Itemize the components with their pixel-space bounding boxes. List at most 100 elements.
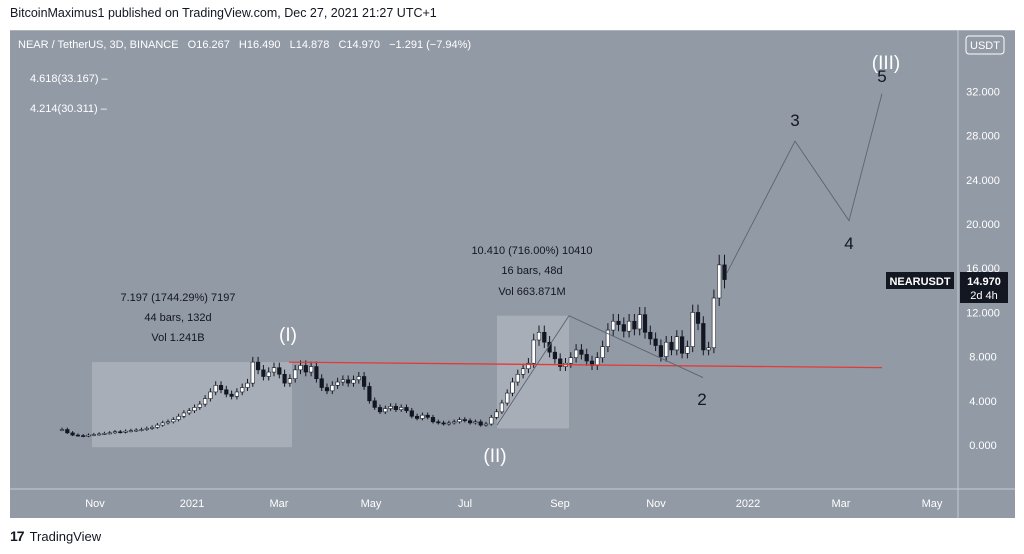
- time-axis[interactable]: Nov 2021 Mar May Jul Sep Nov 2022 Mar May: [85, 498, 943, 510]
- price-tag-symbol: NEARUSDT: [889, 276, 950, 288]
- price-chart[interactable]: NEAR / TetherUS, 3D, BINANCE O16.267 H16…: [10, 30, 1015, 518]
- candle: [97, 432, 102, 436]
- candle: [256, 356, 261, 375]
- candle: [653, 332, 658, 352]
- candle: [674, 330, 679, 356]
- x-tick-label: 2021: [180, 498, 204, 510]
- candle: [335, 377, 340, 389]
- candle: [589, 355, 595, 370]
- y-tick-label: 28.000: [966, 131, 1000, 143]
- candle: [91, 432, 96, 437]
- candle: [409, 407, 414, 419]
- high-label: H: [239, 39, 247, 51]
- candle: [510, 377, 515, 397]
- wave-two-path[interactable]: [496, 315, 704, 426]
- candle: [150, 425, 155, 430]
- price-tag[interactable]: NEARUSDT 14.970 2d 4h: [886, 272, 1008, 303]
- candle: [75, 433, 80, 437]
- subwave-4-label: 4: [844, 234, 853, 253]
- candle: [81, 434, 86, 438]
- symbol-legend: NEAR / TetherUS, 3D, BINANCE O16.267 H16…: [18, 39, 471, 51]
- candle: [240, 383, 245, 396]
- candle: [642, 306, 648, 339]
- candle: [717, 254, 722, 306]
- x-tick-label: Sep: [550, 498, 570, 510]
- candle: [197, 400, 202, 410]
- candle: [648, 325, 653, 345]
- candle: [573, 344, 579, 363]
- candle: [70, 431, 75, 437]
- price-tag-countdown: 2d 4h: [970, 290, 998, 302]
- candle: [229, 390, 234, 400]
- y-tick-label: 4.000: [969, 396, 997, 408]
- candle: [664, 335, 669, 362]
- candle: [542, 325, 547, 348]
- candle: [224, 385, 229, 398]
- price-axis[interactable]: 0.0004.0008.00012.00016.00020.00024.0002…: [966, 86, 1000, 452]
- wave-projection-path[interactable]: [726, 93, 883, 274]
- candle: [621, 317, 626, 338]
- candle: [711, 289, 716, 354]
- y-tick-label: 8.000: [969, 352, 997, 364]
- candle: [356, 371, 361, 384]
- candles: [59, 254, 727, 438]
- resistance-line[interactable]: [288, 361, 883, 369]
- candle: [134, 428, 139, 432]
- candle: [340, 375, 346, 386]
- y-tick-label: 32.000: [966, 86, 1000, 98]
- chart-frame[interactable]: NEAR / TetherUS, 3D, BINANCE O16.267 H16…: [10, 30, 1015, 518]
- candle: [552, 346, 557, 364]
- open-label: O: [188, 39, 197, 51]
- candle: [112, 429, 118, 435]
- fib-level-4618: 4.618(33.167) –: [30, 73, 109, 85]
- candle: [452, 419, 457, 425]
- candle: [722, 254, 727, 289]
- candle: [271, 362, 277, 377]
- measure-2-bars: 16 bars, 48d: [501, 265, 562, 277]
- candle: [372, 397, 377, 410]
- candle: [446, 420, 452, 426]
- candle: [330, 381, 335, 395]
- candle: [86, 433, 91, 438]
- candle: [462, 417, 467, 423]
- candle: [616, 313, 621, 332]
- x-tick-label: Mar: [270, 498, 289, 510]
- measure-1-bars: 44 bars, 132d: [144, 312, 211, 324]
- candle: [102, 431, 107, 436]
- candle: [701, 316, 706, 356]
- candle: [208, 388, 213, 402]
- x-tick-label: May: [361, 498, 382, 510]
- candle: [324, 383, 330, 395]
- footer-brand: TradingView: [29, 528, 102, 544]
- candle: [261, 364, 266, 381]
- candle: [595, 352, 600, 370]
- currency-label[interactable]: USDT: [970, 40, 1000, 52]
- x-tick-label: Nov: [646, 498, 666, 510]
- candle: [176, 413, 181, 422]
- candle: [637, 306, 642, 336]
- change-value: −1.291 (−7.94%): [389, 39, 471, 51]
- candle: [579, 344, 584, 360]
- measure-2-change: 10.410 (716.00%) 10410: [471, 245, 592, 257]
- fib-extension-labels: 4.618(33.167) – 4.214(30.311) –: [30, 73, 109, 115]
- x-tick-label: Nov: [85, 498, 105, 510]
- subwave-2-label: 2: [697, 390, 706, 409]
- candle: [277, 362, 282, 379]
- y-tick-label: 12.000: [966, 307, 1000, 319]
- candle: [420, 412, 425, 421]
- candle: [187, 407, 192, 416]
- candle: [165, 419, 171, 425]
- subwave-5-label: 5: [877, 67, 886, 86]
- candle: [441, 420, 446, 426]
- candle: [393, 403, 399, 412]
- candle: [404, 404, 409, 414]
- wave-III-label: (III): [872, 53, 901, 74]
- low-label: L: [290, 39, 296, 51]
- candle: [494, 409, 499, 420]
- measure-2-volume: Vol 663.871M: [498, 286, 565, 298]
- candle: [155, 423, 160, 429]
- candle: [218, 381, 224, 394]
- candle: [478, 419, 483, 427]
- candle: [531, 333, 536, 368]
- currency-button[interactable]: USDT: [965, 35, 1005, 55]
